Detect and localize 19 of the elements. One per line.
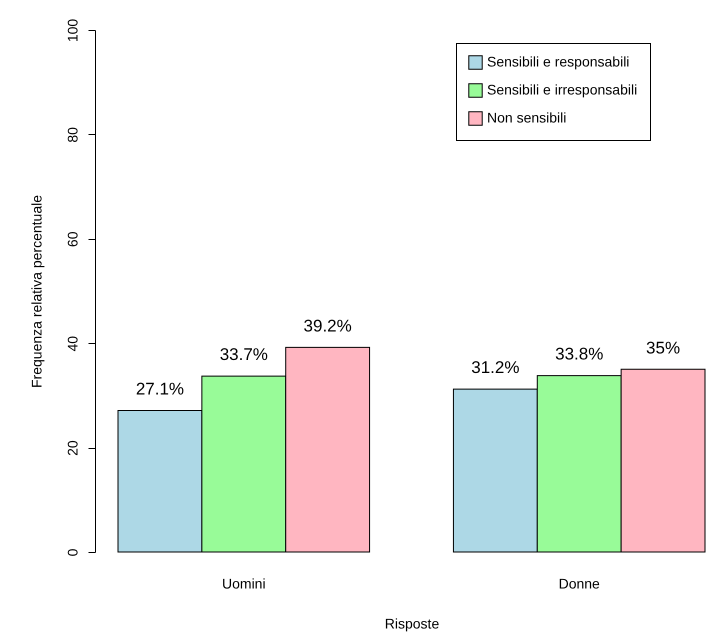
x-tick-label: Donne: [558, 576, 600, 592]
y-axis-title: Frequenza relativa percentuale: [28, 194, 44, 388]
data-label: 33.7%: [220, 345, 268, 364]
data-label: 39.2%: [304, 316, 352, 336]
data-label: 31.2%: [471, 358, 520, 378]
x-tick-label: Uomini: [222, 576, 266, 592]
y-tick-label: 0: [64, 548, 80, 556]
y-tick-label: 60: [64, 231, 80, 248]
legend-label: Sensibili e responsabili: [487, 54, 630, 70]
y-tick-label: 100: [64, 18, 80, 42]
x-axis-title: Risposte: [384, 616, 440, 632]
legend-label: Sensibili e irresponsabili: [487, 82, 638, 98]
y-tick-label: 40: [64, 336, 80, 352]
y-tick-label: 20: [64, 440, 80, 456]
data-label: 33.8%: [555, 344, 604, 364]
data-label: 27.1%: [136, 380, 184, 399]
y-tick-label: 80: [64, 126, 80, 143]
data-label: 35%: [646, 338, 680, 358]
legend-label: Non sensibili: [487, 110, 566, 126]
